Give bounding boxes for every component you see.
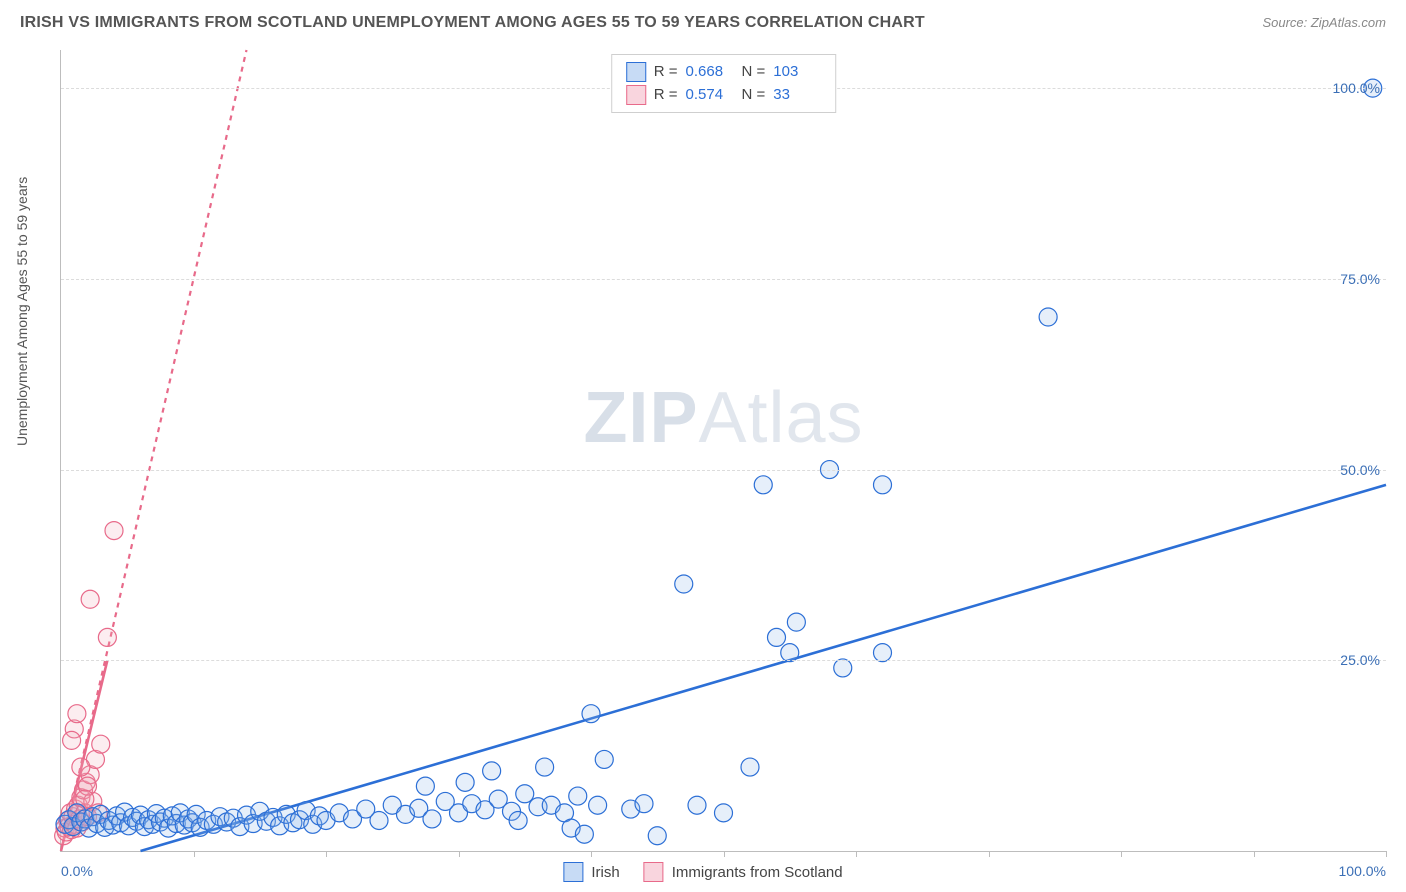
- scatter-point-irish: [715, 804, 733, 822]
- scatter-point-irish: [675, 575, 693, 593]
- legend-swatch-scotland-icon: [644, 862, 664, 882]
- x-axis-max-label: 100.0%: [1339, 863, 1386, 879]
- scatter-point-irish: [483, 762, 501, 780]
- y-tick-label: 50.0%: [1340, 462, 1380, 478]
- source-prefix: Source:: [1262, 15, 1310, 30]
- x-tick-marker: [194, 851, 195, 857]
- legend-bottom: Irish Immigrants from Scotland: [563, 862, 842, 882]
- scatter-point-irish: [423, 810, 441, 828]
- title-bar: IRISH VS IMMIGRANTS FROM SCOTLAND UNEMPL…: [20, 14, 1386, 32]
- n-value-scotland: 33: [773, 84, 821, 107]
- scatter-point-irish: [575, 825, 593, 843]
- scatter-point-irish: [787, 613, 805, 631]
- legend-label-irish: Irish: [591, 864, 619, 881]
- scatter-point-scotland: [92, 735, 110, 753]
- legend-item-scotland: Immigrants from Scotland: [644, 862, 843, 882]
- x-tick-marker: [1386, 851, 1387, 857]
- scatter-point-irish: [516, 785, 534, 803]
- x-axis-origin-label: 0.0%: [61, 863, 93, 879]
- scatter-point-scotland: [105, 522, 123, 540]
- r-value-irish: 0.668: [686, 61, 734, 84]
- scatter-point-scotland: [81, 590, 99, 608]
- y-tick-label: 75.0%: [1340, 271, 1380, 287]
- scatter-point-irish: [635, 795, 653, 813]
- scatter-point-irish: [416, 777, 434, 795]
- x-tick-marker: [1254, 851, 1255, 857]
- scatter-point-irish: [768, 628, 786, 646]
- gridline: [61, 470, 1386, 471]
- x-tick-marker: [591, 851, 592, 857]
- scatter-point-irish: [754, 476, 772, 494]
- scatter-point-irish: [1039, 308, 1057, 326]
- chart-plot-area: ZIPAtlas R = 0.668 N = 103 R = 0.574 N =…: [60, 50, 1386, 852]
- scatter-point-irish: [595, 750, 613, 768]
- correlation-info-box: R = 0.668 N = 103 R = 0.574 N = 33: [611, 54, 837, 113]
- scatter-point-irish: [569, 787, 587, 805]
- x-tick-marker: [724, 851, 725, 857]
- legend-label-scotland: Immigrants from Scotland: [672, 864, 843, 881]
- trend-line-irish: [141, 485, 1387, 851]
- scatter-point-irish: [589, 796, 607, 814]
- trend-line-scotland: [61, 50, 247, 851]
- y-axis-title: Unemployment Among Ages 55 to 59 years: [14, 177, 30, 446]
- scatter-point-irish: [874, 644, 892, 662]
- scatter-point-irish: [509, 811, 527, 829]
- y-tick-label: 100.0%: [1333, 80, 1380, 96]
- x-tick-marker: [856, 851, 857, 857]
- r-value-scotland: 0.574: [686, 84, 734, 107]
- n-label-irish: N =: [742, 61, 766, 84]
- scatter-point-scotland: [98, 628, 116, 646]
- scatter-point-irish: [582, 705, 600, 723]
- scatter-point-scotland: [63, 731, 81, 749]
- chart-title: IRISH VS IMMIGRANTS FROM SCOTLAND UNEMPL…: [20, 14, 925, 32]
- x-tick-marker: [459, 851, 460, 857]
- x-tick-marker: [1121, 851, 1122, 857]
- scatter-point-scotland: [72, 758, 90, 776]
- scatter-point-irish: [874, 476, 892, 494]
- scatter-point-irish: [688, 796, 706, 814]
- scatter-point-irish: [741, 758, 759, 776]
- n-label-scotland: N =: [742, 84, 766, 107]
- correlation-row-scotland: R = 0.574 N = 33: [626, 84, 822, 107]
- scatter-svg: [61, 50, 1386, 851]
- scatter-point-irish: [536, 758, 554, 776]
- correlation-row-irish: R = 0.668 N = 103: [626, 61, 822, 84]
- swatch-irish-icon: [626, 62, 646, 82]
- source-name: ZipAtlas.com: [1311, 15, 1386, 30]
- scatter-point-irish: [370, 811, 388, 829]
- y-tick-label: 25.0%: [1340, 652, 1380, 668]
- scatter-point-irish: [456, 773, 474, 791]
- gridline: [61, 279, 1386, 280]
- r-label-irish: R =: [654, 61, 678, 84]
- scatter-point-irish: [834, 659, 852, 677]
- swatch-scotland-icon: [626, 85, 646, 105]
- scatter-point-irish: [781, 644, 799, 662]
- legend-swatch-irish-icon: [563, 862, 583, 882]
- scatter-point-irish: [648, 827, 666, 845]
- source-attribution: Source: ZipAtlas.com: [1262, 15, 1386, 30]
- x-tick-marker: [989, 851, 990, 857]
- x-tick-marker: [326, 851, 327, 857]
- r-label-scotland: R =: [654, 84, 678, 107]
- n-value-irish: 103: [773, 61, 821, 84]
- legend-item-irish: Irish: [563, 862, 619, 882]
- scatter-point-scotland: [68, 705, 86, 723]
- gridline: [61, 660, 1386, 661]
